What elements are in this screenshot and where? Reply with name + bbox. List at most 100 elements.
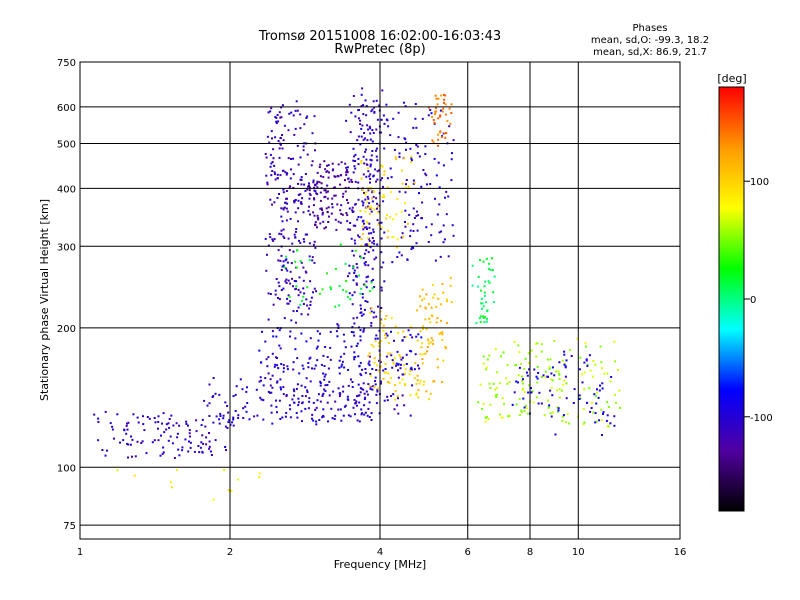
data-point <box>404 372 406 375</box>
data-point <box>449 284 452 287</box>
data-point <box>354 160 357 162</box>
data-point <box>514 364 517 367</box>
data-point <box>208 383 211 386</box>
chart-title: Tromsø 20151008 16:02:00-16:03:43 <box>258 29 501 44</box>
data-point <box>382 329 385 332</box>
data-point <box>385 337 388 339</box>
colorbar <box>718 86 745 512</box>
data-point <box>324 189 327 192</box>
data-point <box>496 393 498 396</box>
data-point <box>487 280 490 283</box>
data-point <box>354 167 357 170</box>
data-point <box>275 399 277 402</box>
data-point <box>392 361 395 364</box>
data-point <box>506 364 509 367</box>
data-point <box>371 197 374 200</box>
data-point <box>319 199 322 202</box>
data-point <box>363 252 366 255</box>
data-point <box>579 356 582 359</box>
data-point <box>346 295 349 298</box>
data-point <box>434 113 437 115</box>
data-point <box>168 426 171 429</box>
data-point <box>396 395 399 398</box>
data-point <box>338 359 341 362</box>
data-point <box>372 195 375 198</box>
data-point <box>273 164 276 167</box>
data-point <box>424 153 427 155</box>
data-point <box>376 118 379 121</box>
data-point <box>409 325 412 328</box>
data-point <box>289 408 292 411</box>
data-point <box>311 413 314 416</box>
data-point <box>283 124 286 127</box>
data-point <box>589 369 592 372</box>
y-tick-label: 500 <box>57 140 76 151</box>
data-point <box>225 449 227 451</box>
data-point <box>195 430 198 433</box>
data-point <box>422 327 424 330</box>
data-point <box>360 374 363 377</box>
data-point <box>507 415 510 418</box>
data-point <box>185 422 188 425</box>
data-point <box>594 412 597 415</box>
data-point <box>346 199 348 201</box>
data-point <box>441 331 444 334</box>
data-point <box>371 140 374 143</box>
data-point <box>398 155 401 158</box>
data-point <box>246 402 249 404</box>
data-point <box>313 115 316 118</box>
data-point <box>303 292 306 295</box>
data-point <box>313 214 316 217</box>
data-point <box>488 262 491 265</box>
data-point <box>296 416 299 419</box>
data-point <box>215 415 218 418</box>
data-point <box>302 238 305 241</box>
data-point <box>359 335 362 338</box>
data-point <box>340 212 343 215</box>
data-point <box>527 352 530 355</box>
data-point <box>424 172 427 175</box>
data-point <box>398 381 401 384</box>
data-point <box>446 298 449 301</box>
data-point <box>342 289 344 291</box>
data-point <box>269 384 272 387</box>
y-tick-label: 400 <box>57 184 76 195</box>
data-point <box>346 166 349 169</box>
data-point <box>248 418 251 421</box>
data-point <box>360 387 363 390</box>
data-point <box>359 123 362 126</box>
data-point <box>129 443 132 446</box>
data-point <box>373 242 376 245</box>
data-point <box>601 382 604 385</box>
data-point <box>380 118 383 121</box>
data-point <box>380 131 382 134</box>
data-point <box>370 310 373 313</box>
data-point <box>380 286 383 289</box>
data-point <box>603 372 606 375</box>
data-point <box>393 339 395 342</box>
data-point <box>293 401 296 404</box>
data-point <box>540 402 543 405</box>
data-point <box>130 435 132 438</box>
data-point <box>493 275 496 278</box>
data-point <box>375 180 377 183</box>
data-point <box>392 218 395 221</box>
data-point <box>285 395 288 398</box>
data-point <box>316 171 319 174</box>
data-point <box>376 243 379 246</box>
data-point <box>312 179 315 182</box>
data-point <box>303 123 306 126</box>
data-point <box>111 428 114 431</box>
data-point <box>405 353 408 356</box>
data-point <box>383 196 386 199</box>
data-point <box>355 283 358 286</box>
data-point <box>357 117 360 120</box>
data-point <box>442 291 445 294</box>
data-point <box>364 198 367 201</box>
data-point <box>533 368 536 371</box>
data-point <box>619 406 621 409</box>
data-point <box>153 417 156 419</box>
data-point <box>369 372 372 375</box>
data-point <box>317 217 320 219</box>
data-point <box>300 178 303 181</box>
